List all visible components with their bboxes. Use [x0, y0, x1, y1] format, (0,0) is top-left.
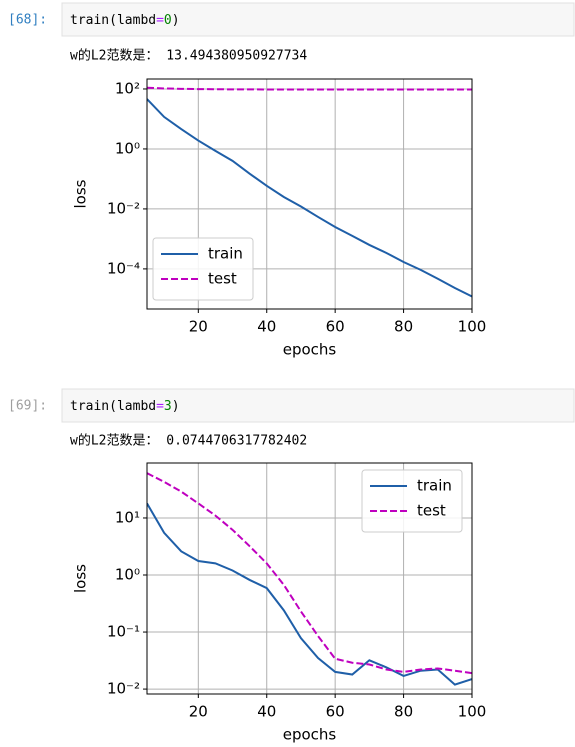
code-token: = — [156, 399, 164, 414]
code-token: ) — [172, 13, 180, 28]
cell-prompt: [68]: — [8, 13, 47, 28]
code-token: train(lambd — [70, 399, 156, 414]
legend-label: train — [417, 477, 452, 495]
chart: 20 40 60 80 100 10¹ 10⁰ 10⁻¹ 10⁻² epochs loss train… — [72, 462, 487, 744]
legend-label: train — [208, 245, 243, 263]
y-tick-label: 10¹ — [115, 508, 140, 526]
y-tick-label: 10⁰ — [115, 139, 140, 157]
series-line — [147, 98, 472, 298]
cell-output: w的L2范数是： 13.494380950927734 — [70, 48, 307, 64]
x-tick-label: 80 — [394, 318, 413, 336]
y-tick-label: 10² — [115, 79, 140, 97]
x-tick-label: 60 — [326, 318, 345, 336]
x-tick-label: 100 — [458, 318, 487, 336]
code-box[interactable] — [61, 2, 575, 37]
x-axis-label: epochs — [283, 726, 337, 744]
x-tick-label: 20 — [189, 703, 208, 721]
y-axis-label: loss — [72, 179, 90, 208]
cell-prompt: [69]: — [8, 399, 47, 414]
code-token: 3 — [164, 399, 172, 414]
axes-frame — [146, 462, 473, 695]
x-tick-label: 40 — [257, 318, 276, 336]
code: train(lambd=3) — [70, 399, 180, 414]
legend-label: test — [417, 502, 446, 520]
y-tick-label: 10⁻² — [107, 199, 140, 217]
code-token: train(lambd — [70, 13, 156, 28]
x-tick-label: 60 — [326, 703, 345, 721]
code-token: ) — [172, 399, 180, 414]
code-token: = — [156, 13, 164, 28]
cell-output: w的L2范数是： 0.0744706317782402 — [70, 433, 307, 449]
x-tick-label: 80 — [394, 703, 413, 721]
y-axis-label: loss — [72, 564, 90, 593]
y-tick-label: 10⁰ — [115, 566, 140, 584]
chart: 20 40 60 80 100 10² 10⁰ 10⁻² 10⁻⁴ epochs loss train… — [72, 78, 487, 359]
legend-label: test — [208, 270, 237, 288]
x-tick-label: 40 — [257, 703, 276, 721]
y-tick-label: 10⁻⁴ — [107, 259, 140, 277]
series-line — [147, 86, 472, 91]
code-box[interactable] — [61, 388, 575, 423]
x-tick-label: 20 — [189, 318, 208, 336]
series-line — [147, 502, 472, 686]
x-axis-label: epochs — [283, 341, 337, 359]
code: train(lambd=0) — [70, 13, 180, 28]
series-line — [147, 472, 472, 675]
x-tick-label: 100 — [458, 703, 487, 721]
code-token: 0 — [164, 13, 172, 28]
y-tick-label: 10⁻² — [107, 680, 140, 698]
axes-frame — [146, 78, 473, 310]
y-tick-label: 10⁻¹ — [107, 623, 140, 641]
